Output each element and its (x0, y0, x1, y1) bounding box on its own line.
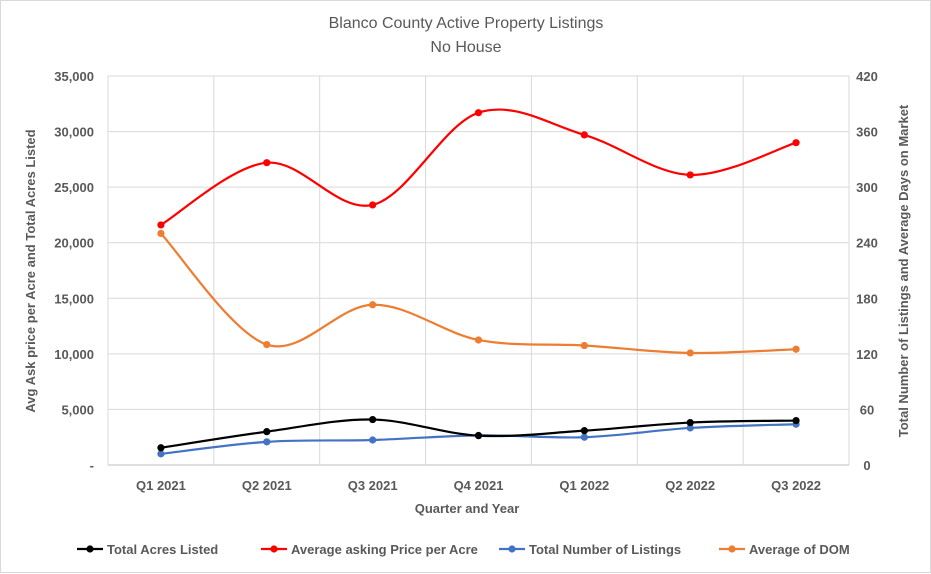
data-point (474, 336, 483, 344)
x-axis-label: Quarter and Year (415, 501, 520, 516)
legend-label: Average of DOM (749, 542, 850, 557)
series-line-3 (160, 232, 797, 355)
data-point (792, 345, 800, 353)
legend-swatch-marker (508, 545, 516, 553)
y2-tick-label: 180 (856, 291, 878, 306)
data-point (792, 139, 800, 147)
y-tick-label: 30,000 (54, 125, 94, 140)
y-tick-label: 5,000 (61, 402, 94, 417)
y2-tick-label: 240 (856, 236, 878, 251)
y2-tick-label: 360 (856, 125, 878, 140)
data-point (369, 436, 377, 444)
data-point (686, 349, 694, 357)
data-point (580, 433, 588, 441)
data-point (263, 428, 271, 436)
y-tick-label: 15,000 (54, 291, 94, 306)
y2-tick-label: 120 (856, 347, 878, 362)
y2-axis-label: Total Number of Listings and Average Day… (896, 104, 911, 437)
y2-tick-label: 300 (856, 180, 878, 195)
y-axis-label: Avg Ask price per Acre and Total Acres L… (23, 129, 38, 412)
x-tick-label: Q4 2021 (454, 478, 504, 493)
data-point (157, 221, 165, 229)
data-point (792, 416, 800, 425)
data-point (686, 424, 694, 432)
y2-tick-label: 420 (856, 69, 878, 84)
chart-title: Blanco County Active Property Listings (329, 15, 604, 32)
y-tick-label: 35,000 (54, 69, 94, 84)
x-tick-label: Q1 2021 (136, 478, 186, 493)
x-tick-label: Q3 2021 (348, 478, 398, 493)
data-point (263, 159, 271, 167)
x-tick-label: Q1 2022 (559, 478, 609, 493)
data-point (263, 340, 271, 349)
chart-subtitle: No House (430, 39, 501, 56)
data-point (580, 427, 588, 435)
data-point (157, 229, 165, 238)
legend-swatch-marker (270, 545, 278, 553)
x-tick-label: Q2 2021 (242, 478, 292, 493)
legend-label: Total Acres Listed (107, 542, 218, 557)
y-tick-label: 20,000 (54, 236, 94, 251)
x-tick-label: Q2 2022 (665, 478, 715, 493)
data-point (474, 109, 483, 117)
series-line-1 (160, 108, 797, 226)
data-point (686, 418, 694, 427)
x-tick-label: Q3 2022 (771, 478, 821, 493)
legend-label: Total Number of Listings (529, 542, 681, 557)
data-point (580, 341, 588, 350)
y2-tick-label: 0 (863, 458, 870, 473)
y-tick-label: - (90, 458, 94, 473)
data-point (263, 438, 271, 446)
y2-tick-label: 60 (860, 402, 874, 417)
data-point (686, 171, 694, 179)
data-point (580, 131, 588, 139)
y-tick-label: 25,000 (54, 180, 94, 195)
data-point (157, 450, 165, 458)
data-point (474, 432, 483, 440)
legend-label: Average asking Price per Acre (291, 542, 478, 557)
data-point (369, 301, 377, 309)
data-point (369, 201, 377, 209)
legend-swatch-marker (86, 545, 94, 553)
data-point (157, 444, 165, 452)
y-tick-label: 10,000 (54, 347, 94, 362)
data-point (369, 415, 377, 424)
legend-swatch-marker (728, 545, 736, 553)
